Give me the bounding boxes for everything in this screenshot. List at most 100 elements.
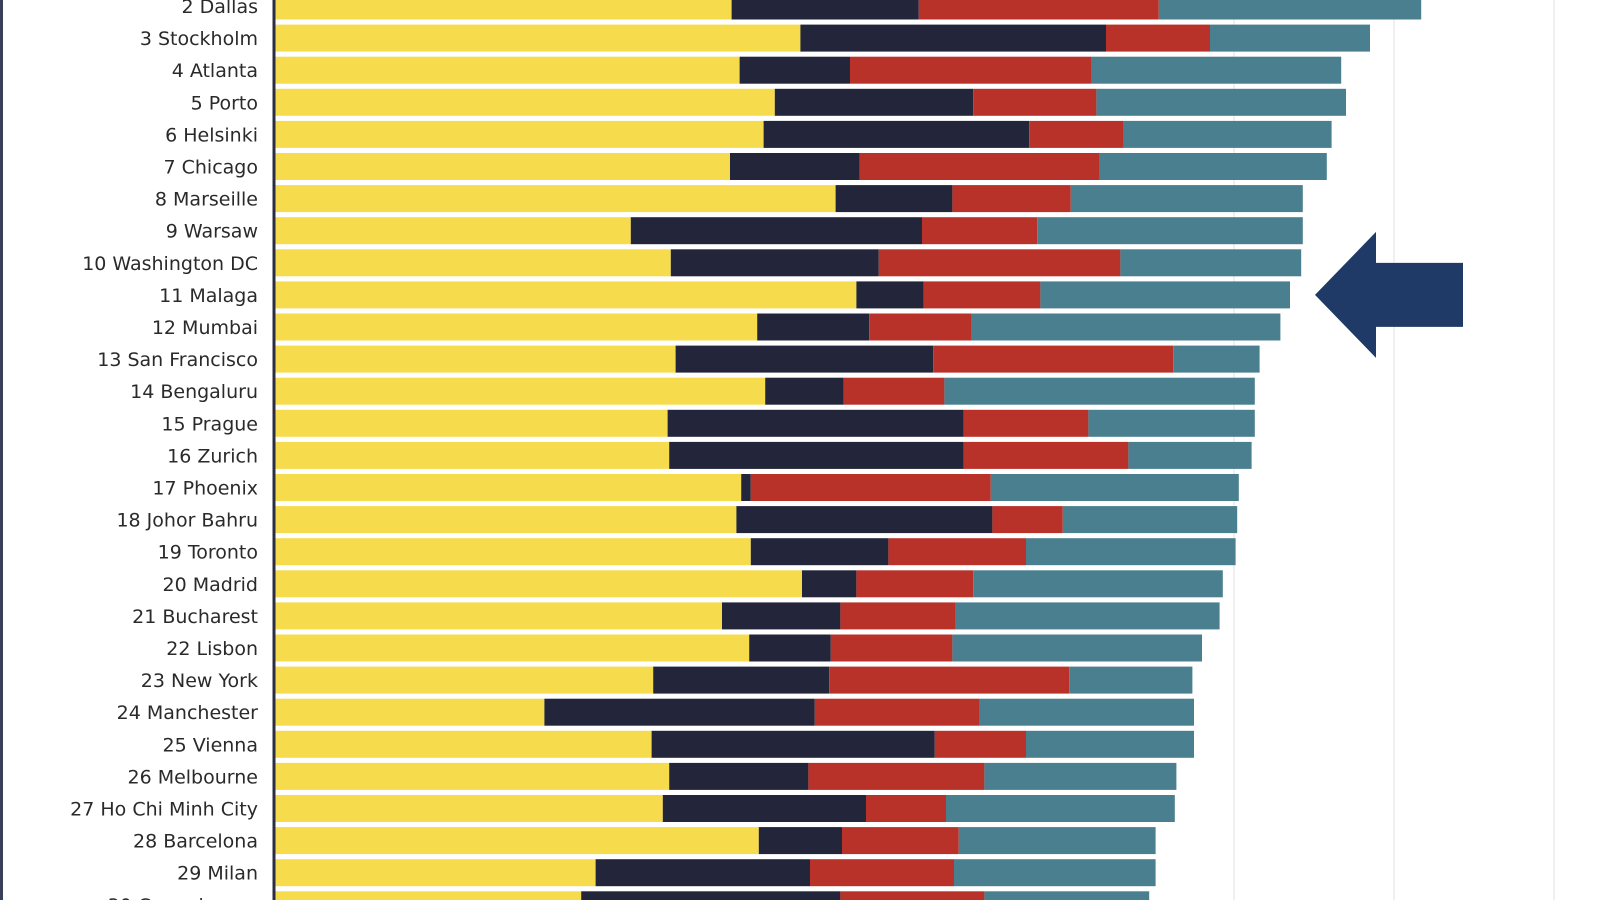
bar-segment-2-row-4 [774,88,974,116]
bar-segment-2-row-8 [630,217,922,245]
bar-segment-1-row-12 [274,345,676,373]
bar-segment-1-row-9 [274,249,671,277]
bar-segment-1-row-15 [274,441,670,469]
bar-segment-4-row-8 [1037,217,1303,245]
bar-segment-4-row-18 [1026,538,1236,566]
bar-segment-3-row-5 [1029,120,1124,148]
bar-segment-1-row-28 [274,859,596,887]
bar-segment-1-row-20 [274,602,722,630]
category-label: 25 Vienna [163,734,259,756]
category-label: 11 Malaga [159,285,258,307]
category-label: 6 Helsinki [165,124,258,146]
bar-segment-3-row-6 [859,153,1100,180]
category-label: 26 Melbourne [127,766,258,788]
bar-segment-1-row-29 [274,891,582,900]
bar-segment-4-row-20 [955,602,1220,630]
bar-segment-1-row-16 [274,474,742,501]
bar-segment-3-row-2 [1106,24,1210,52]
category-label: 23 New York [141,670,258,692]
category-label: 10 Washington DC [82,253,258,275]
category-labels: 2 Dallas 3 Stockholm 4 Atlanta 5 Porto 6 Hel… [70,0,258,900]
bar-segment-2-row-18 [750,538,889,566]
bar-segment-4-row-15 [1128,441,1252,469]
bar-segment-1-row-11 [274,313,758,341]
bar-segment-3-row-17 [992,506,1063,534]
bar-segment-2-row-27 [758,827,842,855]
category-label: 16 Zurich [167,445,258,467]
bar-segment-2-row-3 [739,56,850,84]
category-label: 14 Bengaluru [130,381,258,403]
bar-segment-4-row-3 [1091,56,1342,84]
bar-segment-4-row-7 [1070,185,1303,213]
category-label: 30 Copenhagen [108,895,258,900]
bar-segment-4-row-16 [990,474,1239,501]
bar-segment-2-row-26 [662,795,866,822]
bar-segment-4-row-29 [984,891,1150,900]
bar-segment-2-row-28 [595,859,810,887]
bar-segment-4-row-19 [973,570,1223,598]
bar-segment-1-row-3 [274,56,740,84]
bar-segment-1-row-23 [274,698,545,726]
bar-segment-1-row-13 [274,377,766,405]
bar-segment-1-row-5 [274,120,764,148]
bar-segment-3-row-26 [866,795,946,822]
bar-segment-4-row-4 [1096,88,1346,116]
bar-segment-2-row-15 [669,441,964,469]
category-label: 22 Lisbon [166,638,258,660]
category-label: 28 Barcelona [133,831,258,853]
bar-segment-2-row-23 [544,698,815,726]
bar-segment-2-row-20 [722,602,841,630]
bar-segment-1-row-19 [274,570,802,598]
bar-segment-3-row-28 [810,859,954,887]
bar-segment-1-row-17 [274,506,737,534]
bar-segment-2-row-11 [757,313,870,341]
bar-segment-3-row-1 [918,0,1159,20]
bar-segment-3-row-18 [888,538,1026,566]
bar-segment-1-row-27 [274,827,759,855]
bar-segment-3-row-25 [808,762,985,790]
bar-segment-1-row-6 [274,153,730,180]
bar-segment-4-row-1 [1158,0,1422,20]
bar-segment-3-row-27 [842,827,959,855]
frame-left-border [0,0,3,900]
bar-segment-2-row-12 [675,345,934,373]
category-label: 21 Bucharest [132,606,258,628]
bar-segment-3-row-22 [829,666,1070,694]
bar-segment-4-row-14 [1088,409,1255,437]
bar-segment-4-row-13 [944,377,1255,405]
bar-segment-1-row-25 [274,762,670,790]
bar-segment-4-row-26 [946,795,1175,822]
bar-segment-2-row-14 [667,409,964,437]
bar-segment-2-row-29 [581,891,841,900]
bar-segment-1-row-8 [274,217,631,245]
category-label: 2 Dallas [181,0,258,18]
bar-segment-1-row-21 [274,634,750,662]
bar-segment-3-row-19 [856,570,974,598]
bar-segment-1-row-22 [274,666,654,694]
category-label: 12 Mumbai [152,317,258,339]
bar-segment-3-row-12 [933,345,1174,373]
bar-segment-2-row-13 [765,377,844,405]
bar-segment-1-row-10 [274,281,857,309]
category-label: 27 Ho Chi Minh City [70,799,258,821]
bar-segment-3-row-13 [843,377,945,405]
bar-segment-4-row-25 [984,762,1177,790]
category-label: 13 San Francisco [97,349,258,371]
bar-segment-4-row-28 [954,859,1156,887]
bar-segment-4-row-17 [1062,506,1238,534]
bar-segment-3-row-10 [923,281,1041,309]
bar-segment-3-row-14 [963,409,1089,437]
bars [274,0,1422,900]
bar-segment-3-row-23 [814,698,980,726]
bar-segment-2-row-17 [736,506,993,534]
bar-segment-4-row-21 [952,634,1202,662]
bar-segment-2-row-21 [749,634,831,662]
bar-segment-4-row-23 [979,698,1194,726]
bar-segment-1-row-7 [274,185,836,213]
category-label: 20 Madrid [163,574,258,596]
category-label: 18 Johor Bahru [116,510,258,532]
bar-segment-2-row-9 [670,249,879,277]
category-label: 7 Chicago [164,157,259,179]
bar-segment-4-row-11 [971,313,1281,341]
bar-segment-1-row-4 [274,88,775,116]
